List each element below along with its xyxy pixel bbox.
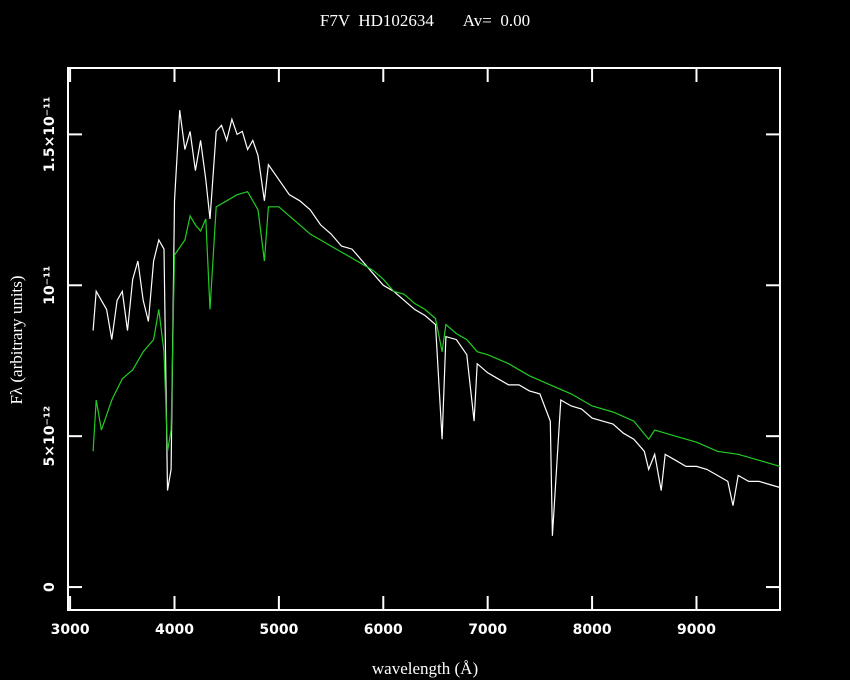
y-tick-label: 10⁻¹¹ [42, 266, 58, 305]
spectrum-line [92, 190, 781, 467]
plot-frame [67, 67, 781, 611]
x-tick-label: 5000 [259, 622, 298, 638]
chart-title: F7V HD102634 Av= 0.00 [320, 11, 530, 30]
y-tick-label: 1.5×10⁻¹¹ [42, 97, 58, 173]
x-axis-label: wavelength (Å) [372, 659, 478, 678]
x-tick-label: 9000 [677, 622, 716, 638]
y-tick-label: 5×10⁻¹² [42, 406, 58, 467]
x-tick-label: 7000 [468, 622, 507, 638]
x-tick-label: 6000 [364, 622, 403, 638]
x-tick-label: 8000 [573, 622, 612, 638]
x-tick-label: 3000 [51, 622, 90, 638]
y-axis-label: Fλ (arbitrary units) [7, 275, 26, 404]
y-tick-label: 0 [42, 582, 58, 592]
spectrum-line [92, 110, 781, 536]
x-tick-label: 4000 [155, 622, 194, 638]
